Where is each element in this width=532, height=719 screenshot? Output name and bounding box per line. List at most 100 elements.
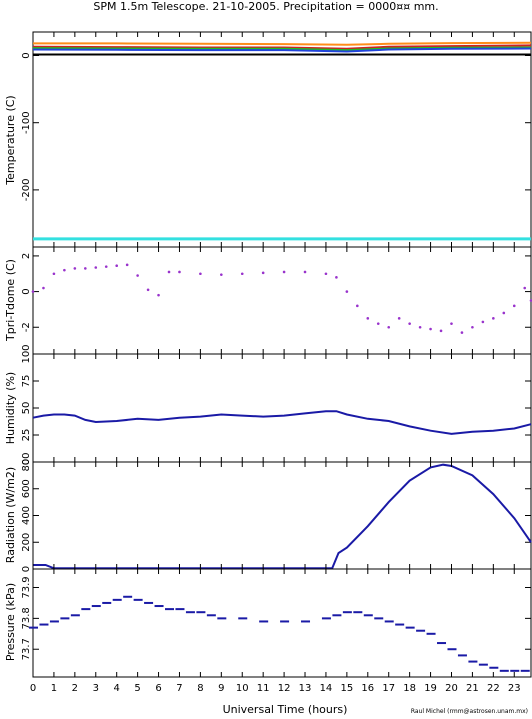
ytick-label: -200 [21,179,32,202]
series-line [33,463,532,570]
data-point [345,290,349,293]
data-point [447,648,457,651]
data-point [259,620,269,623]
data-point [468,660,478,663]
data-point [418,325,422,329]
xtick-label: 13 [299,683,312,694]
data-point [301,620,311,623]
data-point [220,273,223,276]
data-point [471,325,474,329]
data-point [460,331,464,334]
xtick-label: 19 [424,683,437,694]
xtick-label: 3 [93,683,99,694]
xtick-label: 17 [382,683,395,694]
series-temperature [32,41,532,241]
xtick-label: 9 [218,683,224,694]
figure-title: SPM 1.5m Telescope. 21-10-2005. Precipit… [93,0,438,13]
ytick-label: 73.8 [21,607,32,629]
data-point [429,327,432,331]
xtick-label: 14 [320,683,333,694]
ytick-label: 0 [21,288,32,294]
data-point [123,595,133,598]
series-tpri-tdome [31,263,532,334]
data-point [29,626,38,629]
data-point [523,286,527,290]
data-point [489,666,499,669]
data-point [52,272,56,276]
data-point [366,317,370,320]
data-point [39,623,49,626]
data-point [91,605,101,608]
data-point [510,669,520,672]
data-point [199,272,202,276]
x-axis-ticks: 0 1 2 3 4 5 6 7 8 9 10 11 12 13 14 15 16 17 18 19 20 21 22 23 [30,32,521,694]
data-point [502,311,506,315]
credit-note: Raul Michel (rmm@astrosen.unam.mx) [411,708,528,715]
data-point [481,320,485,324]
ytick-label: 800 [21,452,32,471]
ylabel-radiation: Radiation (W/m2) [4,467,17,563]
yticks-temperature: 0 -100 -200 [21,52,531,201]
xtick-label: 4 [114,683,120,694]
data-point [73,267,77,270]
axes-frame-radiation [32,461,532,570]
data-point [437,642,447,645]
data-point [416,629,426,632]
xtick-label: 20 [445,683,458,694]
data-point [335,276,338,279]
data-point [60,617,70,620]
xtick-label: 23 [508,683,521,694]
ylabel-temperature: Temperature (C) [4,95,17,185]
data-point [154,605,164,608]
xtick-label: 18 [403,683,416,694]
data-point [240,272,244,276]
data-point [185,611,195,614]
data-point [478,663,488,666]
data-point [49,620,59,623]
data-point [167,270,171,274]
ytick-label: 73.9 [21,576,32,598]
data-point [84,267,87,270]
axes-frame-humidity [32,353,532,463]
data-point [324,272,328,276]
data-point [178,270,181,274]
series-radiation [33,463,532,570]
ytick-label: 400 [21,506,32,525]
data-point [63,268,66,272]
panel-humidity: Humidity (%) 0 25 50 75 100 [4,344,532,465]
data-point [157,293,160,297]
ytick-label: 50 [21,402,32,415]
ylabel-pressure: Pressure (kPa) [4,583,17,661]
data-point [426,632,436,635]
ytick-label: 2 [21,253,32,259]
xtick-label: 21 [466,683,479,694]
data-point [332,614,342,617]
xtick-label: 12 [278,683,291,694]
panel-radiation: Radiation (W/m2) 0 200 400 600 800 [4,452,532,572]
data-point [512,304,516,308]
ytick-label: 73.7 [21,638,32,660]
x-axis-label: Universal Time (hours) [223,703,348,716]
series-humidity [32,410,532,435]
yticks-humidity: 0 25 50 75 100 [21,344,531,465]
xtick-label: 2 [72,683,78,694]
ytick-label: 0 [21,566,32,572]
series-line [33,41,532,46]
series-pressure [29,595,530,672]
panel-temperature: Temperature (C) 0 -100 -200 [4,31,532,248]
data-point [457,654,467,657]
xtick-label: 10 [236,683,249,694]
axes-frame-pressure [32,568,532,678]
panel-pressure: Pressure (kPa) 73.7 73.8 73.9 [4,568,532,678]
series-line [32,410,532,435]
xtick-label: 0 [30,683,36,694]
yticks-radiation: 0 200 400 600 800 [21,452,531,572]
xtick-label: 5 [134,683,140,694]
data-point [520,669,530,672]
data-point [115,264,118,268]
xtick-label: 7 [176,683,182,694]
ytick-label: -2 [21,322,32,332]
xtick-label: 22 [487,683,500,694]
ytick-label: 75 [21,375,32,388]
